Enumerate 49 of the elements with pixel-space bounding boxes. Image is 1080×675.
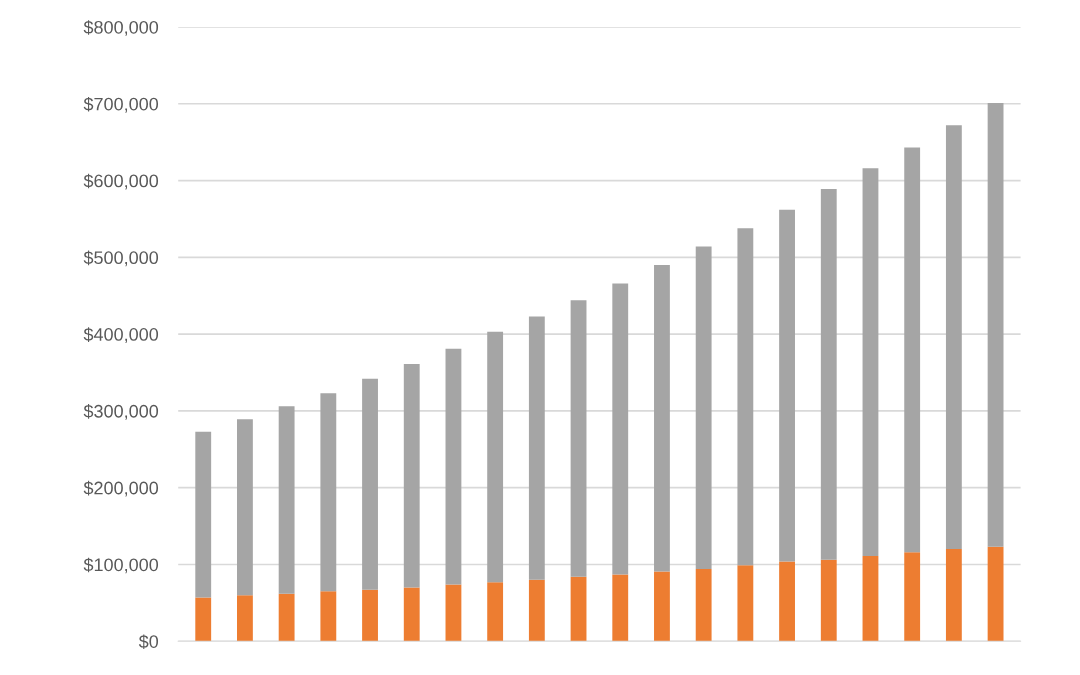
bar xyxy=(445,348,462,585)
bar xyxy=(362,589,378,642)
y-tick-label: $500,000 xyxy=(83,250,159,267)
y-tick-label: $300,000 xyxy=(83,404,159,420)
bar xyxy=(445,584,462,642)
bar xyxy=(987,103,1004,547)
y-tick-label: $600,000 xyxy=(83,173,159,190)
bar xyxy=(737,228,754,566)
bar xyxy=(528,579,545,642)
bar xyxy=(278,406,295,594)
bar xyxy=(695,569,712,642)
bar xyxy=(779,561,795,642)
bar xyxy=(487,582,504,642)
bar xyxy=(945,125,962,550)
bar xyxy=(945,549,962,642)
bar xyxy=(612,283,629,575)
bar xyxy=(820,189,837,560)
bar xyxy=(487,331,504,583)
bar xyxy=(737,565,754,642)
bar xyxy=(237,419,253,596)
y-tick-label: $100,000 xyxy=(83,557,159,574)
bar xyxy=(695,246,712,570)
y-tick-label: $400,000 xyxy=(83,327,159,343)
bar xyxy=(362,378,378,590)
bar xyxy=(278,593,295,642)
y-tick-label: $200,000 xyxy=(83,480,159,497)
bar xyxy=(779,209,795,562)
bar xyxy=(195,431,212,598)
bar xyxy=(570,576,587,642)
bar xyxy=(320,393,337,592)
bar xyxy=(904,147,921,553)
bar xyxy=(862,556,879,642)
bar xyxy=(403,364,420,588)
y-tick-label: $800,000 xyxy=(83,20,159,36)
bar xyxy=(654,571,670,642)
y-tick-label: $700,000 xyxy=(83,96,159,113)
bar xyxy=(612,574,629,642)
bar xyxy=(403,587,420,642)
bar xyxy=(820,559,837,642)
bar xyxy=(654,265,670,572)
bar xyxy=(904,552,921,642)
bar xyxy=(195,597,212,642)
bar xyxy=(570,300,587,577)
bar xyxy=(987,546,1004,642)
bar xyxy=(237,595,253,642)
bar xyxy=(528,316,545,580)
bar xyxy=(320,591,337,642)
bar xyxy=(862,168,879,557)
y-tick-label: $0 xyxy=(138,634,159,650)
